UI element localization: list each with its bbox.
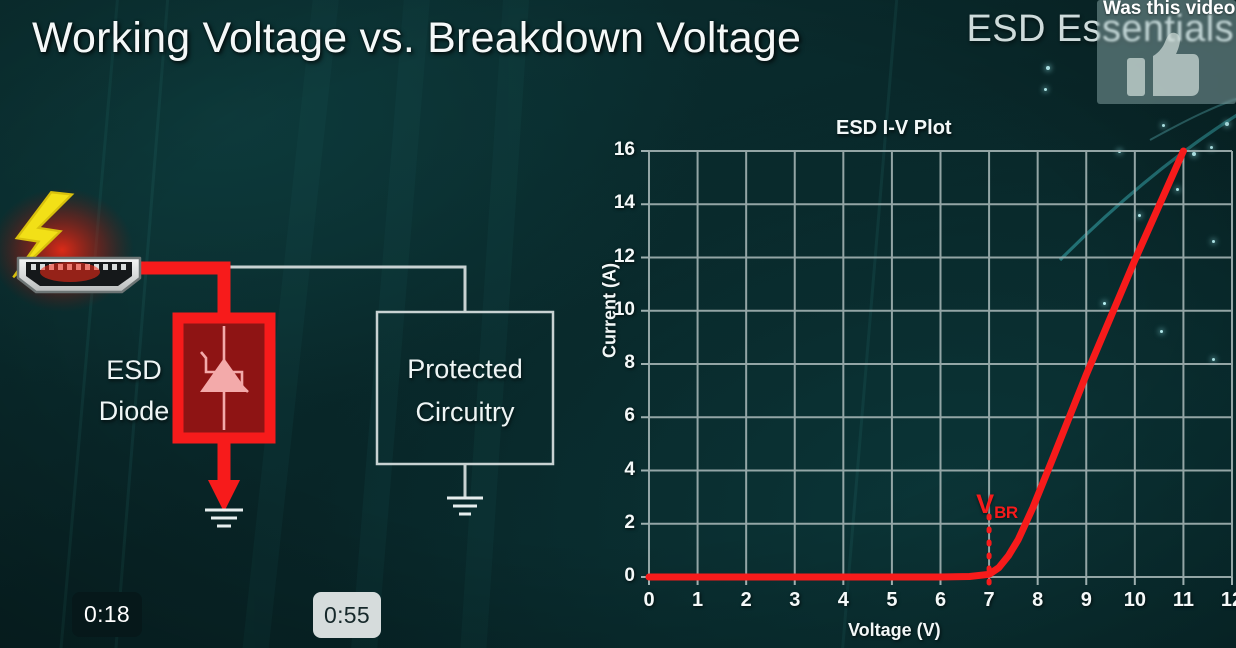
vbr-main-text: V bbox=[976, 489, 995, 520]
esd-diode-box bbox=[172, 312, 276, 444]
x-tick-label: 10 bbox=[1123, 589, 1146, 611]
x-tick-label: 6 bbox=[934, 589, 947, 611]
surge-glow bbox=[0, 188, 134, 312]
sparkle-dot bbox=[1160, 330, 1163, 333]
sparkle-dot bbox=[1210, 146, 1213, 149]
x-tick-label: 12 bbox=[1220, 589, 1236, 611]
total-time-badge[interactable]: 0:55 bbox=[313, 592, 381, 638]
plot-canvas bbox=[641, 147, 1233, 586]
protected-label-line2: Circuitry bbox=[415, 396, 515, 427]
esd-diode-label: ESD Diode bbox=[86, 350, 182, 432]
sparkle-dot bbox=[1138, 214, 1141, 217]
sparkle-dot bbox=[1103, 302, 1106, 305]
sparkle-dot bbox=[1044, 88, 1047, 91]
x-tick-label: 11 bbox=[1172, 589, 1194, 611]
sparkle-dot bbox=[1046, 66, 1050, 70]
x-axis-title: Voltage (V) bbox=[848, 620, 941, 640]
y-tick-label: 4 bbox=[624, 458, 635, 480]
ground-symbol bbox=[205, 508, 243, 528]
x-tick-label: 7 bbox=[983, 589, 995, 611]
vbr-subscript-text: BR bbox=[994, 503, 1018, 523]
y-tick-label: 10 bbox=[613, 298, 635, 320]
sparkle-dot bbox=[1212, 240, 1215, 243]
x-tick-label: 5 bbox=[886, 589, 898, 611]
y-tick-label: 12 bbox=[613, 245, 635, 267]
axis-tick-marks bbox=[641, 150, 1233, 585]
hdmi-connector-icon bbox=[16, 256, 142, 294]
x-tick-label: 1 bbox=[692, 589, 704, 611]
thumbs-up-icon[interactable] bbox=[1127, 32, 1199, 96]
sparkle-dot bbox=[1225, 122, 1229, 126]
sparkle-dot bbox=[1176, 188, 1179, 191]
signal-wire-gray bbox=[226, 265, 467, 312]
protected-circuitry-box bbox=[375, 310, 555, 498]
sparkle-dot bbox=[1162, 124, 1165, 127]
iv-curve-path bbox=[645, 147, 1187, 581]
protected-circuitry-label: Protected Circuitry bbox=[377, 348, 553, 433]
y-tick-label: 14 bbox=[613, 192, 635, 214]
x-tick-label: 3 bbox=[789, 589, 801, 611]
zener-diode-symbol bbox=[200, 358, 248, 392]
like-prompt-overlay[interactable]: Was this video bbox=[1097, 0, 1236, 104]
page-title: Working Voltage vs. Breakdown Voltage bbox=[32, 14, 802, 62]
current-arrow-icon bbox=[208, 480, 240, 512]
protected-label-line1: Protected bbox=[407, 354, 523, 384]
x-tick-label: 0 bbox=[643, 589, 655, 611]
esd-diode-label-line2: Diode bbox=[98, 396, 170, 427]
y-tick-label: 16 bbox=[613, 139, 635, 160]
breakdown-voltage-label: VBR bbox=[976, 489, 1018, 523]
plot-gridlines bbox=[648, 150, 1233, 578]
lightning-bolt-icon bbox=[12, 190, 75, 279]
y-tick-label: 8 bbox=[624, 352, 635, 373]
x-tick-label: 4 bbox=[837, 589, 849, 611]
surge-wire-red bbox=[132, 261, 231, 487]
circuit-diagram: ESD Diode Protected Circuitry bbox=[0, 0, 620, 560]
current-time-badge[interactable]: 0:18 bbox=[72, 592, 142, 637]
like-prompt-text: Was this video bbox=[1103, 0, 1236, 19]
ground-symbol bbox=[447, 496, 483, 516]
y-tick-label: 2 bbox=[624, 511, 635, 533]
y-tick-label: 6 bbox=[624, 405, 635, 427]
chart-title: ESD I-V Plot bbox=[836, 117, 952, 139]
esd-diode-label-line1: ESD bbox=[106, 355, 162, 385]
x-tick-label: 2 bbox=[740, 589, 752, 611]
sparkle-dot bbox=[1192, 152, 1196, 156]
x-tick-label: 9 bbox=[1080, 589, 1092, 611]
x-tick-label: 8 bbox=[1032, 589, 1044, 611]
y-tick-label: 0 bbox=[624, 565, 635, 586]
sparkle-dot bbox=[1212, 358, 1215, 361]
